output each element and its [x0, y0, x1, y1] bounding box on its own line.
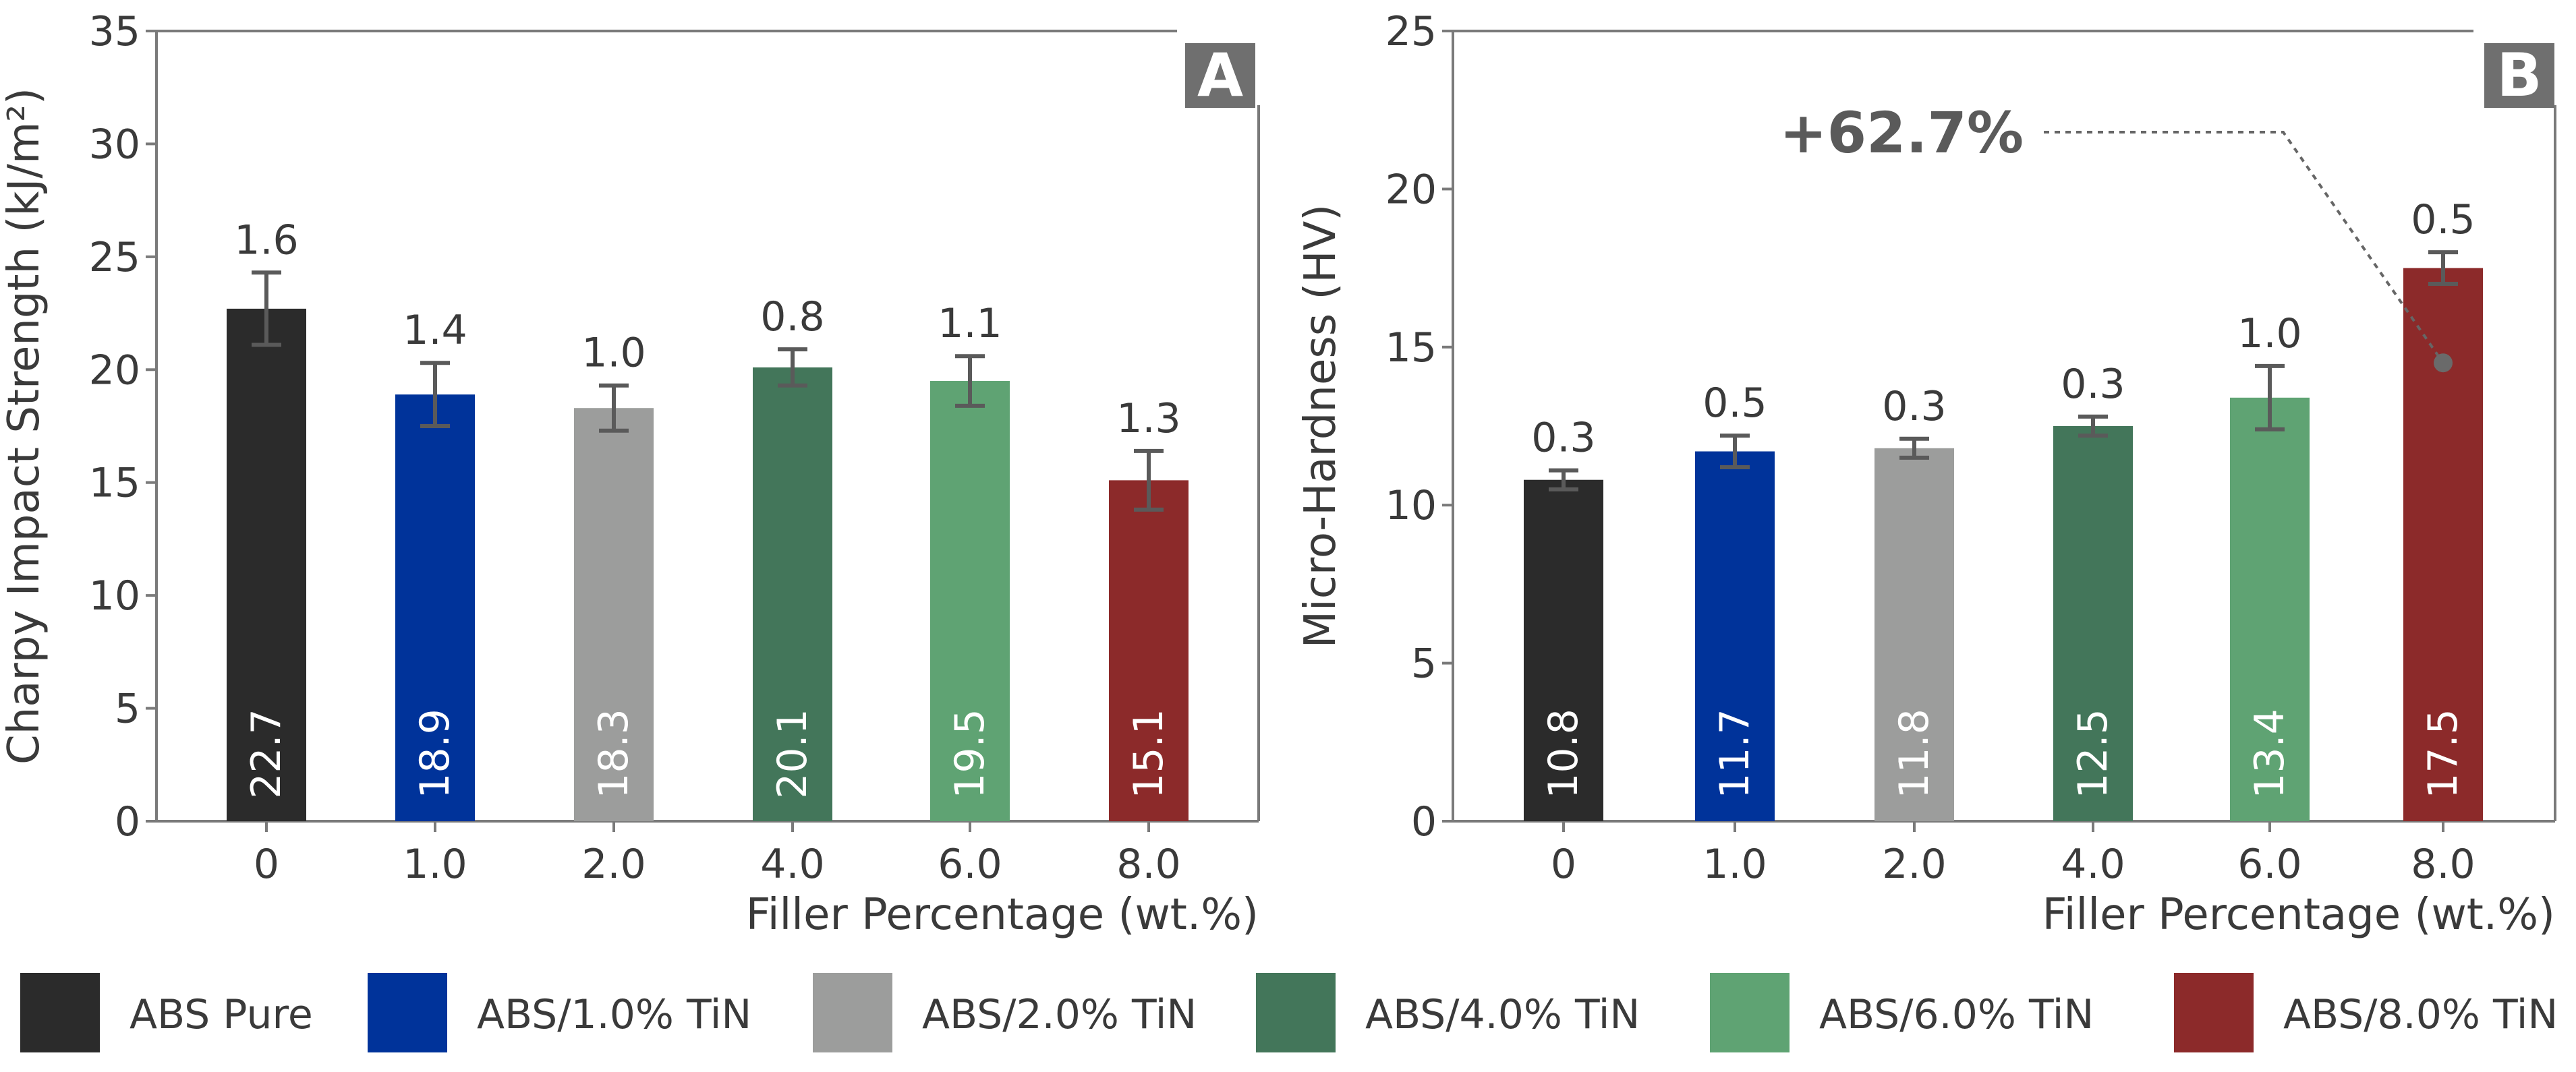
x-tick-label: 6.0 — [938, 841, 1002, 888]
x-axis-title: Filler Percentage (wt.%) — [746, 890, 1259, 940]
panel-letter: A — [1197, 40, 1243, 110]
legend-swatch — [1710, 973, 1790, 1052]
value-label: 11.8 — [1891, 709, 1938, 799]
bar — [574, 408, 654, 821]
x-tick-label: 2.0 — [1882, 841, 1946, 888]
x-tick-label: 6.0 — [2237, 841, 2301, 888]
x-tick-label: 4.0 — [760, 841, 824, 888]
x-tick-label: 8.0 — [2411, 841, 2475, 888]
x-tick-label: 1.0 — [403, 841, 467, 888]
y-axis-title: Micro-Hardness (HV) — [1296, 204, 1346, 649]
error-label: 1.3 — [1116, 395, 1180, 442]
y-tick-label: 10 — [89, 572, 140, 620]
error-label: 0.5 — [2411, 196, 2475, 243]
y-tick-label: 0 — [115, 798, 140, 845]
value-label: 20.1 — [769, 709, 816, 799]
y-tick-label: 25 — [1385, 8, 1437, 55]
annotation-leader — [2044, 131, 2444, 364]
bar — [1524, 479, 1603, 821]
y-tick-label: 15 — [1385, 324, 1437, 371]
value-label: 18.9 — [411, 709, 459, 799]
error-label: 1.4 — [403, 307, 467, 354]
x-tick-label: 0 — [254, 841, 279, 888]
y-tick-label: 5 — [1411, 641, 1437, 688]
y-tick-label: 15 — [89, 460, 140, 507]
annotation-marker — [2434, 353, 2453, 373]
bar — [1874, 448, 1954, 821]
value-label: 22.7 — [243, 709, 290, 799]
value-label: 10.8 — [1540, 709, 1587, 799]
legend-label: ABS/2.0% TiN — [922, 991, 1197, 1038]
panel-badge — [2484, 43, 2554, 108]
bar — [930, 381, 1010, 821]
x-tick-label: 8.0 — [1116, 841, 1180, 888]
value-label: 13.4 — [2246, 709, 2293, 799]
x-tick-label: 2.0 — [581, 841, 646, 888]
legend-item: ABS Pure — [20, 973, 313, 1052]
legend-label: ABS/6.0% TiN — [1819, 991, 2094, 1038]
y-tick-label: 5 — [115, 686, 140, 733]
y-tick-label: 20 — [89, 347, 140, 394]
annotation-label: +62.7% — [1779, 100, 2024, 166]
x-axis-title: Filler Percentage (wt.%) — [2042, 890, 2555, 940]
legend-item: ABS/2.0% TiN — [813, 973, 1197, 1052]
legend-swatch — [813, 973, 892, 1052]
chart-panel-b: 0 5 10 15 20 25 0.3 10.8 0 0.5 11.7 1.0 0.3 11.8 2.0 0.… — [1296, 8, 2556, 940]
bar — [227, 308, 306, 822]
bar — [2053, 426, 2133, 821]
value-label: 15.1 — [1125, 709, 1172, 799]
error-label: 1.0 — [581, 330, 646, 377]
legend-label: ABS/8.0% TiN — [2283, 991, 2558, 1038]
error-label: 1.6 — [234, 216, 298, 264]
y-tick-label: 30 — [89, 121, 140, 168]
value-label: 11.7 — [1711, 709, 1758, 799]
y-tick-label: 20 — [1385, 166, 1437, 213]
error-label: 1.0 — [2237, 310, 2301, 357]
error-label: 0.3 — [1882, 383, 1946, 430]
bar — [1109, 480, 1189, 821]
bar — [753, 367, 832, 821]
legend-swatch — [20, 973, 100, 1052]
value-label: 17.5 — [2420, 709, 2467, 799]
value-label: 19.5 — [946, 709, 994, 799]
x-tick-label: 0 — [1551, 841, 1576, 888]
error-label: 0.5 — [1702, 380, 1767, 427]
legend: ABS Pure ABS/1.0% TiN ABS/2.0% TiN ABS/4.0%… — [20, 973, 2558, 1052]
panel-letter: B — [2496, 40, 2542, 110]
error-label: 0.3 — [2061, 361, 2125, 408]
legend-swatch — [2174, 973, 2254, 1052]
error-label: 0.8 — [760, 293, 824, 340]
legend-swatch — [1256, 973, 1336, 1052]
value-label: 12.5 — [2069, 709, 2117, 799]
legend-item: ABS/8.0% TiN — [2174, 973, 2558, 1052]
y-tick-label: 0 — [1411, 798, 1437, 845]
legend-label: ABS Pure — [130, 991, 313, 1038]
x-tick-label: 4.0 — [2061, 841, 2125, 888]
y-tick-label: 35 — [89, 8, 140, 55]
legend-item: ABS/1.0% TiN — [368, 973, 751, 1052]
error-label: 1.1 — [938, 300, 1002, 347]
y-tick-label: 25 — [89, 234, 140, 281]
bar — [2230, 397, 2310, 821]
y-tick-label: 10 — [1385, 482, 1437, 529]
panel-badge — [1185, 43, 1255, 108]
legend-swatch — [368, 973, 447, 1052]
chart-panel-a: 0 5 10 15 20 25 30 35 1.6 22.7 0 1.4 18.9 1.0 1.0 18.3 2… — [0, 8, 1260, 940]
x-tick-label: 1.0 — [1702, 841, 1767, 888]
y-axis-title: Charpy Impact Strength (kJ/m²) — [0, 88, 49, 765]
legend-label: ABS/4.0% TiN — [1365, 991, 1640, 1038]
legend-item: ABS/6.0% TiN — [1710, 973, 2094, 1052]
error-label: 0.3 — [1531, 415, 1595, 462]
value-label: 18.3 — [590, 709, 637, 799]
bar — [395, 394, 475, 821]
legend-item: ABS/4.0% TiN — [1256, 973, 1640, 1052]
legend-label: ABS/1.0% TiN — [477, 991, 751, 1038]
bar — [1695, 451, 1775, 821]
